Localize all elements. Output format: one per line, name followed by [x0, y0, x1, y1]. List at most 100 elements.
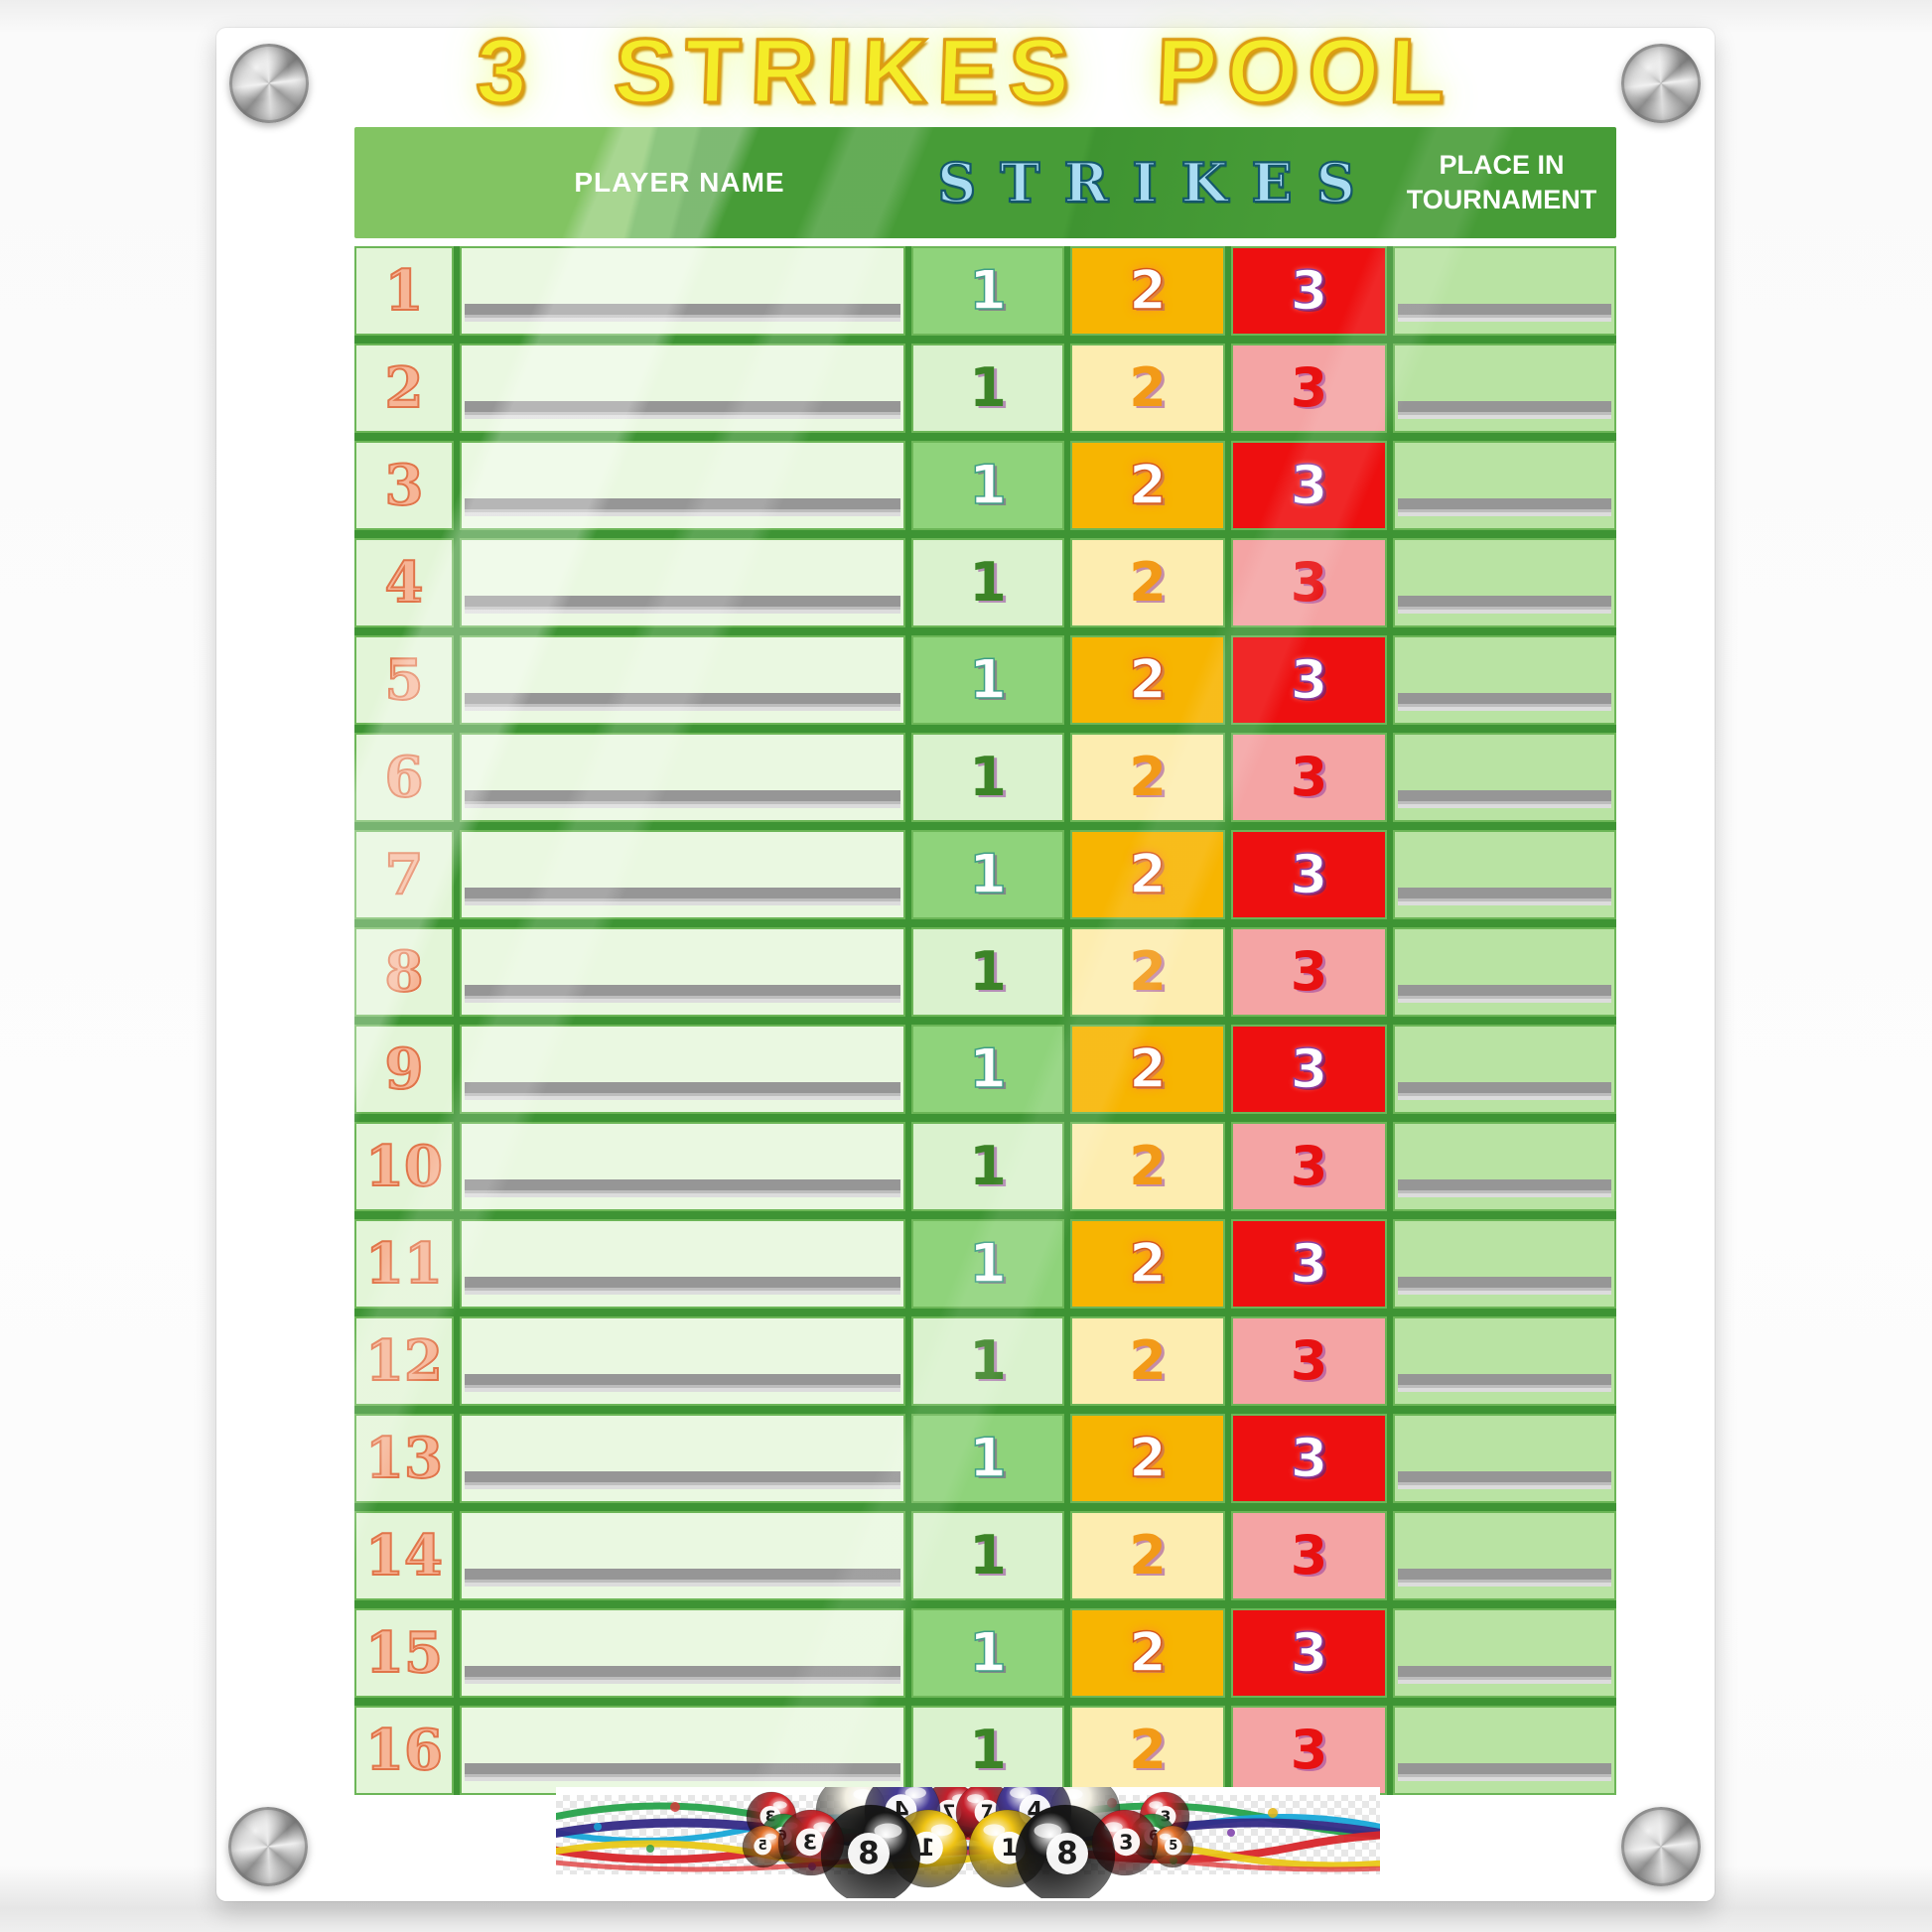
strike-3-cell[interactable]: 3: [1231, 1511, 1387, 1600]
strike-2-cell[interactable]: 2: [1070, 1219, 1225, 1309]
strike-3-cell[interactable]: 3: [1231, 1025, 1387, 1114]
strike-2-cell[interactable]: 2: [1070, 1316, 1225, 1406]
table-row: 10 1 2 3: [354, 1122, 1616, 1211]
player-name-field[interactable]: [460, 927, 905, 1017]
place-field[interactable]: [1393, 1608, 1616, 1698]
acrylic-board: 3 STRIKES POOL PLAYER NAME STRIKES PLACE…: [216, 20, 1715, 1901]
strike-2-label: 2: [1129, 746, 1167, 808]
place-field[interactable]: [1393, 246, 1616, 336]
strike-2-cell[interactable]: 2: [1070, 344, 1225, 433]
strike-1-cell[interactable]: 1: [911, 246, 1064, 336]
strike-3-cell[interactable]: 3: [1231, 1414, 1387, 1503]
strike-2-cell[interactable]: 2: [1070, 1122, 1225, 1211]
row-number-cell: 3: [354, 441, 454, 530]
player-name-field[interactable]: [460, 538, 905, 627]
table-row: 8 1 2 3: [354, 927, 1616, 1017]
strike-2-cell[interactable]: 2: [1070, 1025, 1225, 1114]
strike-1-cell[interactable]: 1: [911, 1316, 1064, 1406]
strike-1-cell[interactable]: 1: [911, 1122, 1064, 1211]
player-name-field[interactable]: [460, 1025, 905, 1114]
place-write-line: [1398, 1082, 1611, 1100]
place-field[interactable]: [1393, 830, 1616, 919]
place-field[interactable]: [1393, 1511, 1616, 1600]
place-field[interactable]: [1393, 441, 1616, 530]
player-name-field[interactable]: [460, 733, 905, 822]
strike-2-cell[interactable]: 2: [1070, 927, 1225, 1017]
strike-2-label: 2: [1129, 940, 1167, 1003]
row-number-label: 13: [364, 1426, 444, 1491]
strike-1-cell[interactable]: 1: [911, 830, 1064, 919]
place-write-line: [1398, 1179, 1611, 1197]
row-number-cell: 12: [354, 1316, 454, 1406]
strike-1-cell[interactable]: 1: [911, 1025, 1064, 1114]
strike-1-cell[interactable]: 1: [911, 1219, 1064, 1309]
strike-3-cell[interactable]: 3: [1231, 1122, 1387, 1211]
strike-3-cell[interactable]: 3: [1231, 635, 1387, 725]
strike-2-cell[interactable]: 2: [1070, 1414, 1225, 1503]
strike-3-label: 3: [1290, 746, 1328, 808]
place-write-line: [1398, 304, 1611, 322]
strike-2-cell[interactable]: 2: [1070, 1608, 1225, 1698]
place-field[interactable]: [1393, 1025, 1616, 1114]
strike-2-cell[interactable]: 2: [1070, 1706, 1225, 1795]
place-field[interactable]: [1393, 1316, 1616, 1406]
strike-3-cell[interactable]: 3: [1231, 1316, 1387, 1406]
strike-2-cell[interactable]: 2: [1070, 538, 1225, 627]
strike-1-cell[interactable]: 1: [911, 927, 1064, 1017]
player-name-field[interactable]: [460, 246, 905, 336]
place-field[interactable]: [1393, 1122, 1616, 1211]
strike-2-cell[interactable]: 2: [1070, 441, 1225, 530]
strike-3-cell[interactable]: 3: [1231, 733, 1387, 822]
player-name-field[interactable]: [460, 1316, 905, 1406]
table-row: 7 1 2 3: [354, 830, 1616, 919]
player-name-field[interactable]: [460, 1608, 905, 1698]
strike-1-cell[interactable]: 1: [911, 344, 1064, 433]
strike-3-cell[interactable]: 3: [1231, 1219, 1387, 1309]
strike-1-cell[interactable]: 1: [911, 1608, 1064, 1698]
strike-1-cell[interactable]: 1: [911, 538, 1064, 627]
player-name-field[interactable]: [460, 1511, 905, 1600]
place-field[interactable]: [1393, 927, 1616, 1017]
strike-2-cell[interactable]: 2: [1070, 635, 1225, 725]
place-field[interactable]: [1393, 538, 1616, 627]
strike-3-cell[interactable]: 3: [1231, 1706, 1387, 1795]
strike-3-cell[interactable]: 3: [1231, 1608, 1387, 1698]
place-field[interactable]: [1393, 1414, 1616, 1503]
player-name-field[interactable]: [460, 344, 905, 433]
strike-3-cell[interactable]: 3: [1231, 344, 1387, 433]
place-field[interactable]: [1393, 1219, 1616, 1309]
strike-2-cell[interactable]: 2: [1070, 733, 1225, 822]
row-number-cell: 5: [354, 635, 454, 725]
strike-1-cell[interactable]: 1: [911, 635, 1064, 725]
strike-3-cell[interactable]: 3: [1231, 830, 1387, 919]
strike-1-label: 1: [968, 843, 1007, 905]
strike-3-cell[interactable]: 3: [1231, 538, 1387, 627]
strike-3-cell[interactable]: 3: [1231, 441, 1387, 530]
strike-1-cell[interactable]: 1: [911, 441, 1064, 530]
strike-2-cell[interactable]: 2: [1070, 1511, 1225, 1600]
place-field[interactable]: [1393, 1706, 1616, 1795]
strike-3-cell[interactable]: 3: [1231, 246, 1387, 336]
strike-3-label: 3: [1290, 454, 1328, 516]
strike-2-cell[interactable]: 2: [1070, 246, 1225, 336]
screw-icon: [1621, 44, 1701, 123]
strike-1-cell[interactable]: 1: [911, 1414, 1064, 1503]
place-field[interactable]: [1393, 344, 1616, 433]
player-name-field[interactable]: [460, 1122, 905, 1211]
strike-1-cell[interactable]: 1: [911, 733, 1064, 822]
strike-3-cell[interactable]: 3: [1231, 927, 1387, 1017]
strike-1-cell[interactable]: 1: [911, 1511, 1064, 1600]
player-name-field[interactable]: [460, 441, 905, 530]
player-name-field[interactable]: [460, 635, 905, 725]
place-field[interactable]: [1393, 635, 1616, 725]
player-name-field[interactable]: [460, 1414, 905, 1503]
player-name-field[interactable]: [460, 830, 905, 919]
strike-1-label: 1: [968, 259, 1007, 322]
player-name-field[interactable]: [460, 1706, 905, 1795]
player-name-field[interactable]: [460, 1219, 905, 1309]
strike-2-cell[interactable]: 2: [1070, 830, 1225, 919]
strike-3-label: 3: [1290, 1329, 1328, 1392]
place-field[interactable]: [1393, 733, 1616, 822]
strike-1-cell[interactable]: 1: [911, 1706, 1064, 1795]
table-header: PLAYER NAME STRIKES PLACE IN TOURNAMENT: [354, 127, 1616, 238]
